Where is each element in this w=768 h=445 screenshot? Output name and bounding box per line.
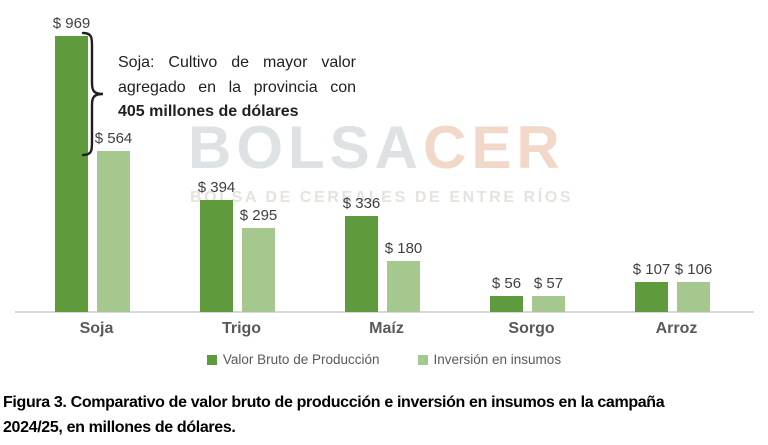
bar-soja-series-2 — [97, 151, 130, 312]
legend-swatch-icon — [206, 354, 217, 365]
legend-item-2: Inversión en insumos — [417, 352, 562, 367]
category-label-soja: Soja — [79, 320, 114, 337]
value-label-maíz-series-2: $ 180 — [384, 240, 423, 257]
bar-trigo-series-2 — [242, 228, 275, 312]
annotation-line-1: Soja: Cultivo de mayor valor — [118, 54, 356, 71]
bar-maíz-series-1 — [345, 216, 378, 312]
value-label-arroz-series-1: $ 107 — [632, 261, 671, 278]
bar-arroz-series-1 — [635, 282, 668, 312]
category-label-arroz: Arroz — [655, 320, 698, 337]
soja-annotation: Soja: Cultivo de mayor valor agregado en… — [118, 51, 356, 125]
bar-trigo-series-1 — [200, 200, 233, 312]
category-label-trigo: Trigo — [221, 320, 262, 337]
x-axis-line — [15, 311, 754, 313]
annotation-line-2: agregado en la provincia con — [118, 78, 356, 96]
bar-maíz-series-2 — [387, 261, 420, 312]
value-label-trigo-series-1: $ 394 — [197, 179, 236, 196]
legend-label-2: Inversión en insumos — [433, 352, 562, 367]
value-label-sorgo-series-2: $ 57 — [533, 275, 564, 292]
value-label-soja-series-1: $ 969 — [52, 15, 91, 32]
category-label-maíz: Maíz — [369, 320, 404, 337]
legend-item-1: Valor Bruto de Producción — [206, 352, 380, 367]
caption-line-1: Figura 3. Comparativo de valor bruto de … — [3, 394, 665, 411]
value-label-maíz-series-1: $ 336 — [342, 195, 381, 212]
watermark-cer-text: CER — [423, 114, 565, 181]
value-label-soja-series-2: $ 564 — [94, 130, 133, 147]
chart-area: BOLSACER BOLSA DE CEREALES DE ENTRE RÍOS… — [0, 15, 768, 367]
category-label-sorgo: Sorgo — [508, 320, 555, 337]
bar-arroz-series-2 — [677, 282, 710, 312]
annotation-line-3: 405 millones de dólares — [118, 103, 299, 120]
bar-sorgo-series-1 — [490, 296, 523, 312]
watermark-bolsa-text: BOLSA — [188, 114, 423, 181]
chart-legend: Valor Bruto de Producción Inversión en in… — [0, 352, 768, 367]
bar-soja-series-1 — [55, 36, 88, 312]
watermark-subtitle: BOLSA DE CEREALES DE ENTRE RÍOS — [190, 189, 574, 206]
brace-annotation-icon — [81, 31, 104, 157]
legend-swatch-icon — [417, 354, 428, 365]
bolsacer-watermark: BOLSACER BOLSA DE CEREALES DE ENTRE RÍOS — [188, 118, 574, 207]
value-label-arroz-series-2: $ 106 — [674, 261, 713, 278]
value-label-trigo-series-2: $ 295 — [239, 207, 278, 224]
caption-line-2: 2024/25, en millones de dólares. — [3, 419, 236, 436]
bar-sorgo-series-2 — [532, 296, 565, 312]
value-label-sorgo-series-1: $ 56 — [491, 275, 522, 292]
watermark-wordmark: BOLSACER — [188, 118, 565, 178]
figure-caption: Figura 3. Comparativo de valor bruto de … — [0, 390, 768, 445]
legend-label-1: Valor Bruto de Producción — [222, 352, 380, 367]
